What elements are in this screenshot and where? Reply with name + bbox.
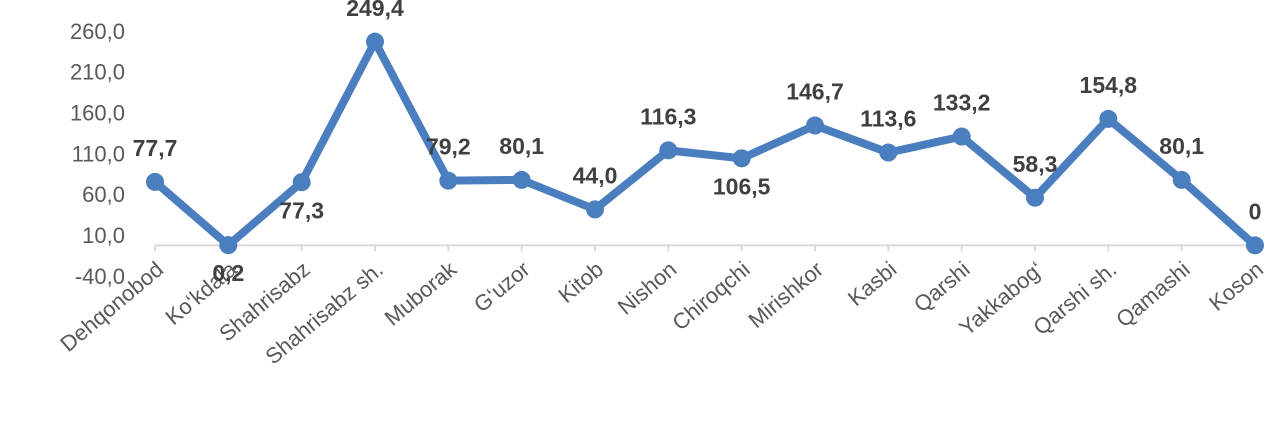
marker: [439, 171, 458, 190]
value-label: 133,2: [933, 90, 991, 116]
y-tick-label: 210,0: [70, 60, 125, 85]
value-label: 249,4: [346, 0, 404, 21]
x-tick-label: G‘uzor: [469, 256, 535, 317]
marker: [292, 173, 311, 192]
x-tick-label: Qarshi: [909, 256, 975, 317]
marker: [806, 116, 824, 135]
y-tick-label: 110,0: [72, 141, 125, 166]
y-tick-label: 160,0: [70, 100, 125, 125]
marker: [879, 143, 898, 162]
x-tick-label: Qamashi: [1111, 256, 1195, 332]
y-tick-label: -40,0: [75, 264, 125, 289]
value-label: 0: [1249, 198, 1262, 224]
line: [152, 37, 1258, 250]
x-tick-label: Kitob: [553, 256, 607, 307]
marker: [732, 149, 751, 168]
value-label: 116,3: [640, 103, 696, 129]
value-label: 113,6: [860, 106, 916, 132]
value-label: 80,1: [1159, 133, 1204, 159]
marker: [1172, 170, 1191, 189]
y-tick-label: 60,0: [82, 182, 125, 207]
marker: [659, 141, 678, 160]
y-tick-label: 260,0: [70, 19, 125, 44]
marker: [1099, 109, 1118, 128]
value-label: 44,0: [573, 162, 618, 188]
marker: [146, 172, 164, 191]
marker: [512, 170, 531, 189]
x-tick-label: Muborak: [380, 256, 462, 331]
x-tick-label: Nishon: [613, 256, 682, 319]
marker: [952, 127, 971, 146]
x-tick-label: Chiroqchi: [667, 256, 754, 335]
x-tick-label: Mirishkor: [744, 256, 828, 333]
value-label: 80,1: [499, 133, 544, 159]
y-tick-label: 10,0: [82, 223, 125, 248]
x-tick-label: Kasbi: [843, 256, 901, 311]
marker: [1246, 236, 1264, 255]
value-label: 58,3: [1013, 151, 1058, 177]
value-label: 154,8: [1080, 72, 1138, 98]
value-label: 0,2: [212, 260, 244, 286]
x-tick-label: Koson: [1204, 256, 1265, 315]
value-label: 77,7: [133, 135, 178, 161]
value-label: 79,2: [426, 134, 471, 160]
value-label: 106,5: [713, 173, 771, 199]
value-label: 146,7: [786, 79, 844, 105]
value-label: 77,3: [279, 197, 324, 223]
marker: [1026, 188, 1044, 207]
marker: [219, 236, 238, 255]
marker: [366, 32, 384, 51]
marker: [586, 200, 604, 219]
